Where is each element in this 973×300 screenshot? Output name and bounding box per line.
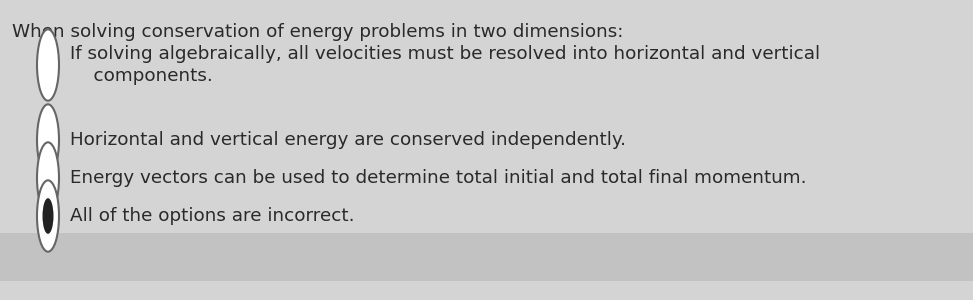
Ellipse shape — [37, 142, 59, 214]
Ellipse shape — [37, 180, 59, 252]
Text: Energy vectors can be used to determine total initial and total final momentum.: Energy vectors can be used to determine … — [70, 169, 807, 187]
Ellipse shape — [37, 29, 59, 101]
Text: All of the options are incorrect.: All of the options are incorrect. — [70, 207, 354, 225]
FancyBboxPatch shape — [0, 233, 973, 281]
Ellipse shape — [43, 198, 54, 234]
Ellipse shape — [37, 104, 59, 176]
Text: When solving conservation of energy problems in two dimensions:: When solving conservation of energy prob… — [12, 23, 624, 41]
Text: If solving algebraically, all velocities must be resolved into horizontal and ve: If solving algebraically, all velocities… — [70, 44, 820, 86]
Text: Horizontal and vertical energy are conserved independently.: Horizontal and vertical energy are conse… — [70, 131, 626, 149]
